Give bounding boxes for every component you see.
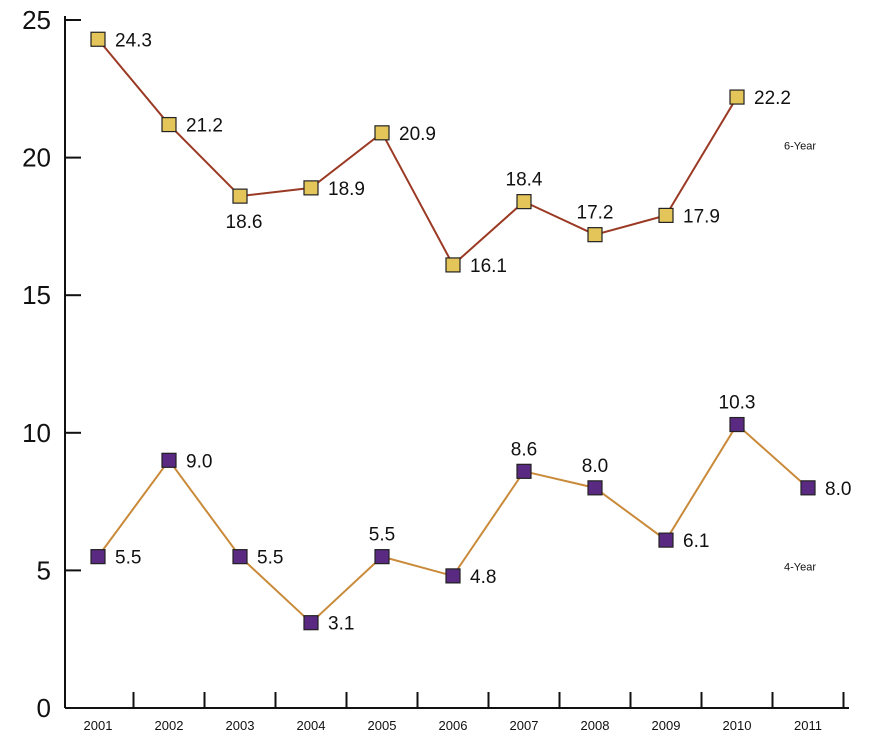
data-point-marker-6-year: [658, 207, 674, 223]
series-name-label-6-year: 6-Year: [784, 140, 816, 152]
data-point-marker-6-year: [161, 116, 177, 133]
data-label-4-year: 5.5: [369, 525, 395, 546]
data-point-marker-4-year: [90, 549, 106, 565]
data-point-marker-6-year: [374, 125, 390, 141]
x-tick-label: 2007: [510, 718, 539, 733]
data-point-marker-6-year: [232, 188, 248, 204]
data-point-marker-6-year: [587, 227, 603, 243]
y-tick-label: 5: [37, 555, 51, 585]
data-point-marker-6-year: [303, 180, 319, 196]
data-label-4-year: 8.6: [511, 439, 537, 460]
data-label-4-year: 3.1: [328, 614, 354, 635]
data-label-4-year: 8.0: [825, 479, 851, 500]
data-point-marker-6-year: [516, 194, 532, 210]
data-point-marker-4-year: [587, 480, 603, 496]
series-name-label-4-year: 4-Year: [784, 561, 816, 573]
data-label-4-year: 5.5: [115, 548, 141, 569]
data-label-6-year: 16.1: [470, 256, 507, 277]
data-label-6-year: 17.9: [683, 206, 720, 227]
data-point-marker-4-year: [800, 480, 816, 496]
data-label-6-year: 22.2: [754, 88, 791, 109]
data-label-4-year: 8.0: [582, 456, 608, 477]
y-tick-label: 0: [37, 693, 51, 723]
data-point-marker-4-year: [303, 615, 319, 631]
data-point-marker-6-year: [445, 257, 461, 273]
data-point-marker-6-year: [729, 89, 745, 105]
y-tick-label: 15: [22, 280, 51, 310]
x-tick-label: 2008: [581, 718, 610, 733]
data-label-6-year: 24.3: [115, 30, 152, 51]
x-tick-label: 2004: [297, 718, 326, 733]
data-point-marker-4-year: [232, 549, 248, 565]
data-label-4-year: 5.5: [257, 548, 283, 569]
data-point-marker-4-year: [445, 568, 461, 584]
data-point-marker-4-year: [161, 452, 177, 468]
data-point-marker-4-year: [516, 463, 532, 479]
x-tick-label: 2005: [368, 718, 397, 733]
data-point-marker-4-year: [374, 549, 390, 565]
x-tick-label: 2010: [723, 718, 752, 733]
x-tick-label: 2011: [794, 718, 822, 733]
data-label-4-year: 10.3: [719, 393, 756, 414]
data-label-6-year: 18.9: [328, 179, 365, 200]
data-label-4-year: 6.1: [683, 531, 709, 552]
data-label-6-year: 17.2: [577, 203, 614, 224]
x-tick-label: 2003: [226, 718, 255, 733]
x-tick-label: 2006: [439, 718, 468, 733]
x-tick-label: 2009: [652, 718, 681, 733]
data-label-4-year: 4.8: [470, 567, 496, 588]
data-point-marker-6-year: [90, 31, 106, 47]
data-label-6-year: 18.4: [506, 170, 543, 191]
data-point-marker-4-year: [729, 416, 745, 433]
data-label-4-year: 9.0: [186, 451, 212, 472]
data-label-6-year: 21.2: [186, 116, 223, 137]
y-tick-label: 20: [22, 143, 51, 173]
y-tick-label: 10: [22, 418, 51, 448]
data-point-marker-4-year: [658, 532, 674, 548]
y-tick-label: 25: [22, 5, 51, 35]
data-label-6-year: 18.6: [226, 212, 263, 233]
data-label-6-year: 20.9: [399, 124, 436, 145]
series-line-6-year: [97, 38, 738, 267]
x-tick-label: 2002: [155, 718, 184, 733]
x-tick-label: 2001: [84, 718, 113, 733]
